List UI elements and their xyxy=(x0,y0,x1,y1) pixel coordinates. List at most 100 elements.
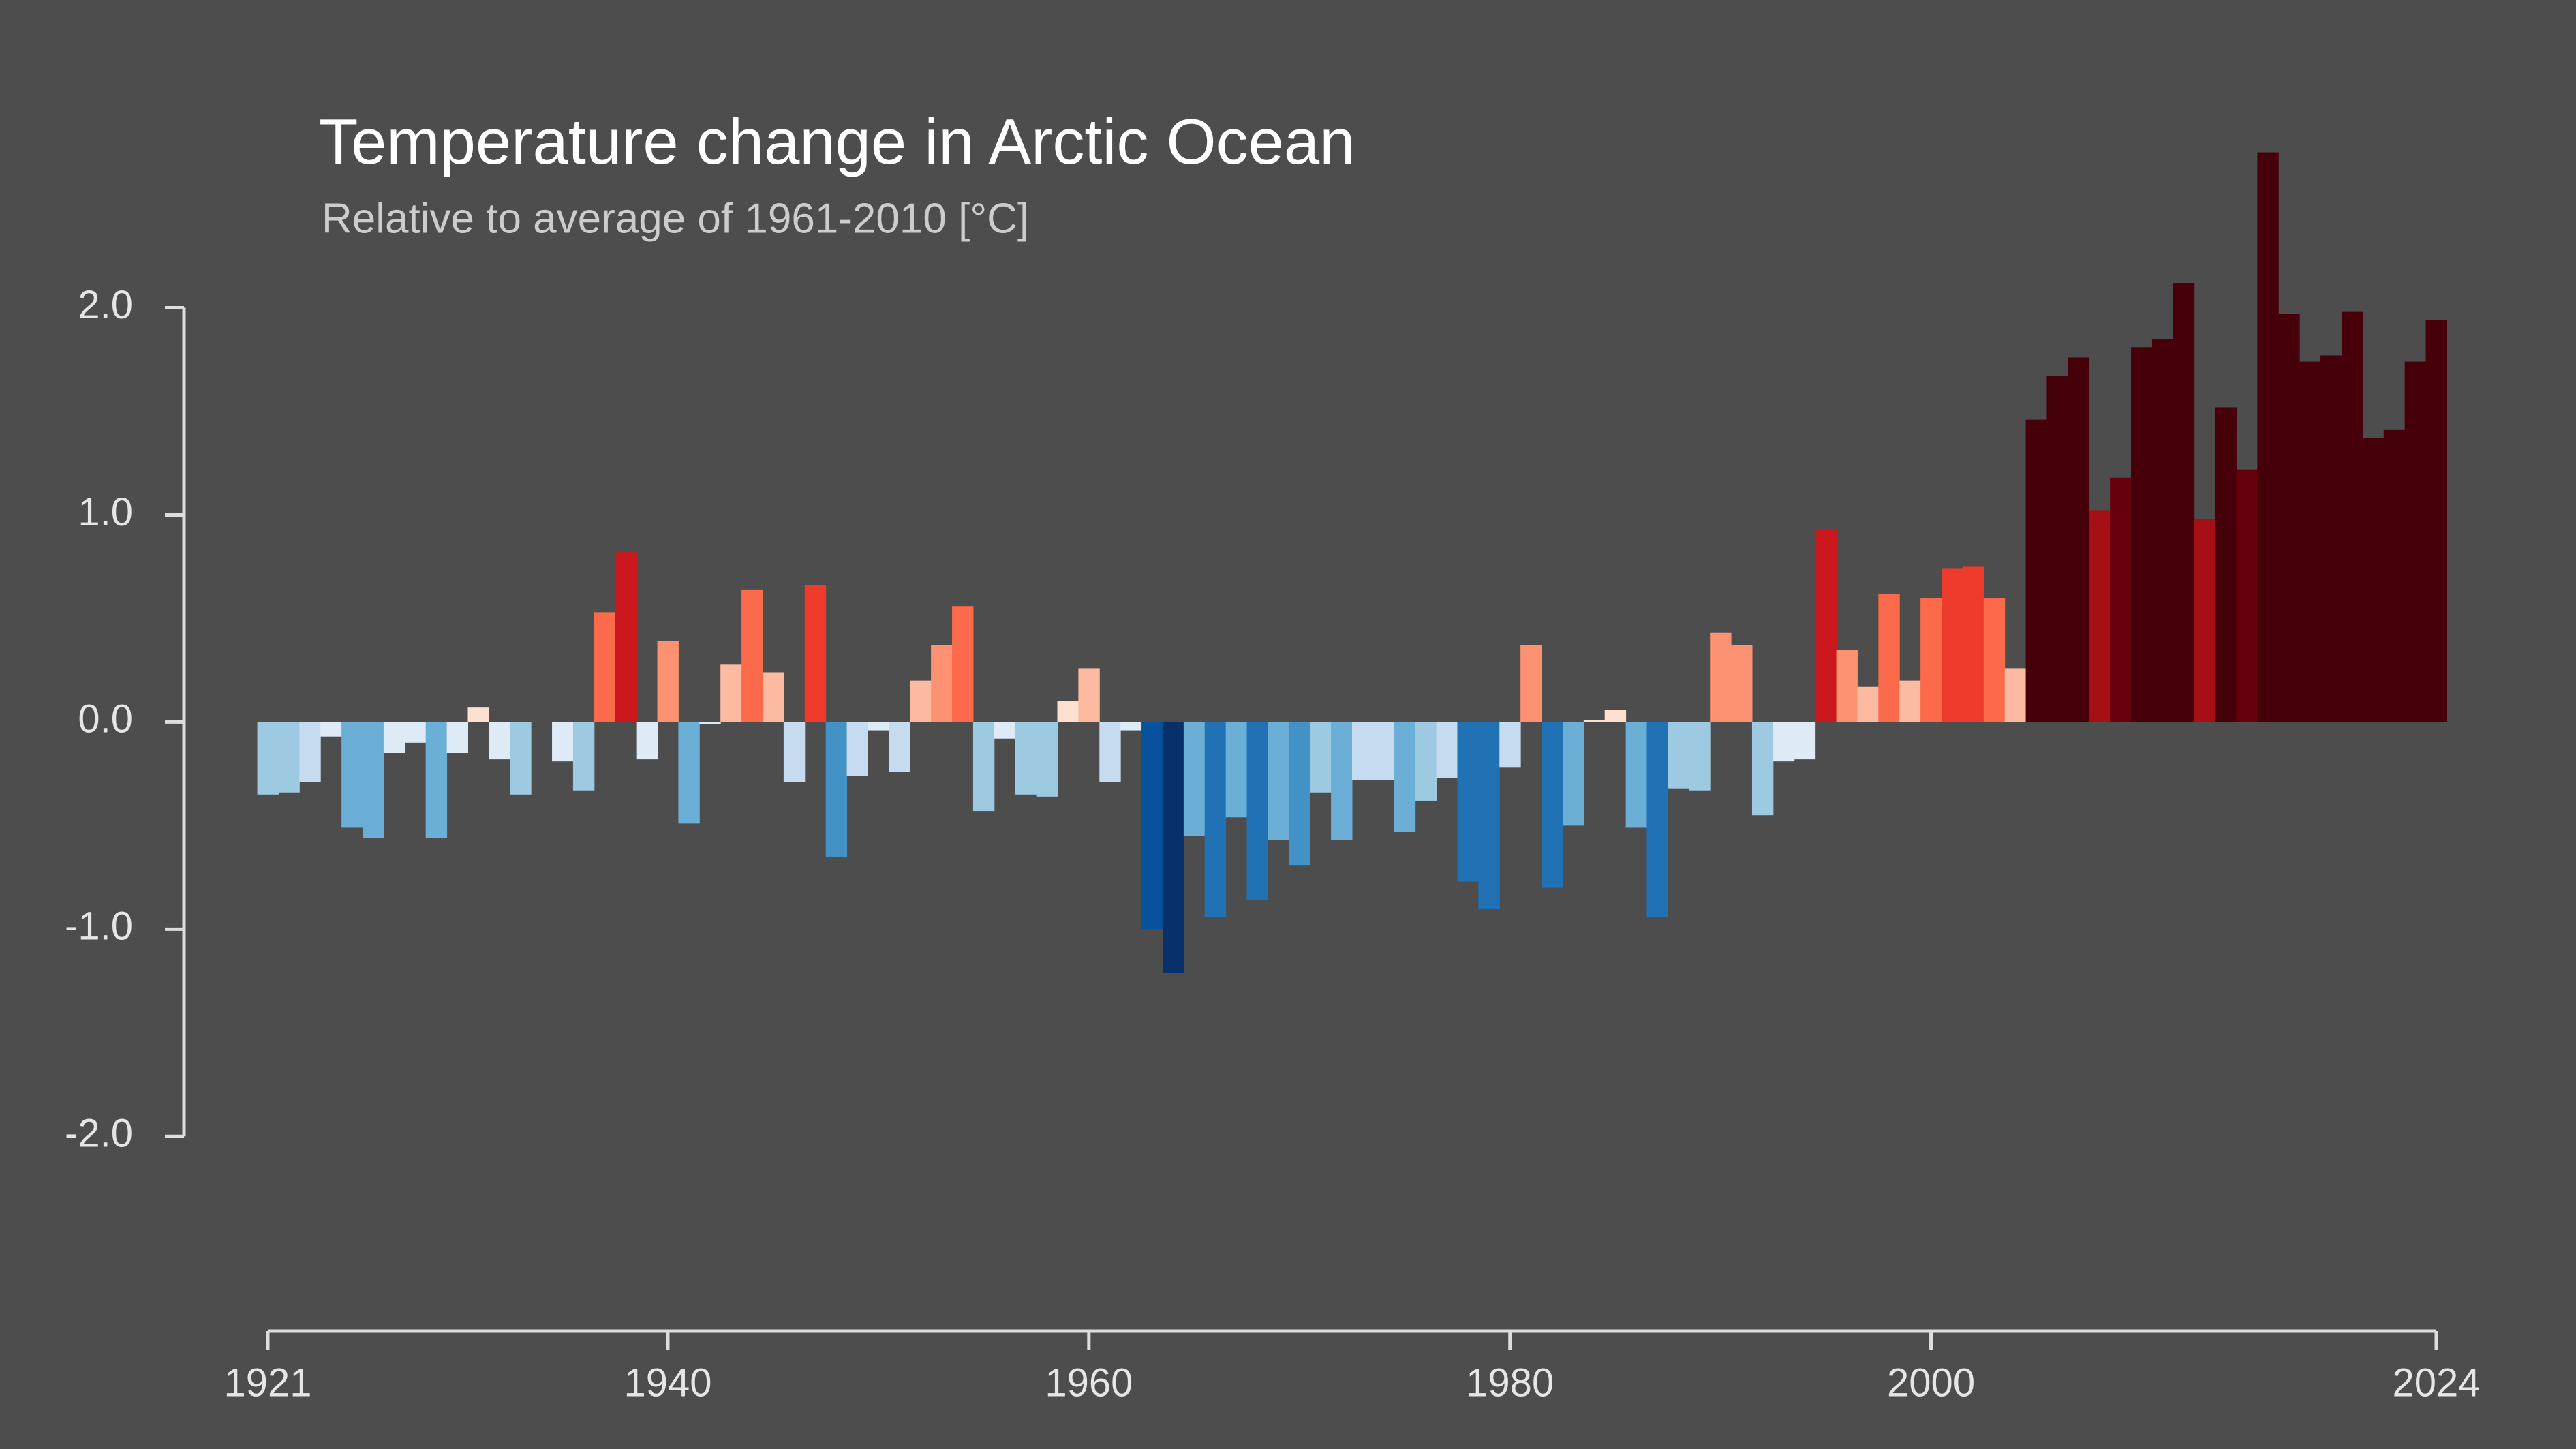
bar xyxy=(1183,722,1206,836)
bar xyxy=(257,722,279,795)
bar xyxy=(1583,720,1606,722)
y-tick-label: -1.0 xyxy=(65,904,133,949)
bar xyxy=(1394,722,1416,832)
bar xyxy=(699,722,721,724)
bar xyxy=(2194,519,2216,722)
bar xyxy=(783,722,806,782)
bar xyxy=(1668,722,1689,789)
bar xyxy=(2362,438,2385,722)
bar xyxy=(910,680,932,722)
bar xyxy=(972,722,995,812)
bar xyxy=(2025,419,2047,722)
bar xyxy=(1204,722,1227,917)
bar xyxy=(1246,722,1268,900)
bar xyxy=(2404,361,2427,722)
bar xyxy=(931,645,953,722)
bar xyxy=(1794,722,1816,760)
bar xyxy=(1078,668,1100,722)
bar xyxy=(636,722,658,760)
y-tick-label: -2.0 xyxy=(65,1112,133,1156)
bar xyxy=(2278,314,2300,722)
bar xyxy=(868,722,889,731)
bar xyxy=(341,722,363,828)
bar xyxy=(467,707,489,722)
bar xyxy=(1436,722,1458,778)
y-tick-label: 2.0 xyxy=(78,283,133,327)
bar xyxy=(1899,680,1921,722)
bar xyxy=(2089,510,2111,722)
bar xyxy=(1942,568,1963,722)
bar xyxy=(1268,722,1289,840)
bar xyxy=(762,672,784,722)
bar xyxy=(572,722,595,791)
bar xyxy=(363,722,384,838)
bar xyxy=(1289,722,1310,866)
bar xyxy=(1015,722,1037,795)
bar xyxy=(1773,722,1795,762)
bar xyxy=(1099,722,1121,782)
bar xyxy=(425,722,448,838)
bar xyxy=(2257,152,2279,722)
bar xyxy=(1689,722,1711,791)
bar xyxy=(889,722,910,772)
x-tick-label: 2024 xyxy=(2392,1360,2480,1405)
bar xyxy=(1478,722,1500,909)
bar xyxy=(552,722,574,762)
bar xyxy=(1815,529,1837,722)
bar xyxy=(1225,722,1248,818)
bar xyxy=(1983,598,2006,722)
bar xyxy=(825,722,848,857)
bar xyxy=(1731,645,1753,722)
bar xyxy=(510,722,532,795)
bar xyxy=(489,722,510,760)
chart-subtitle: Relative to average of 1961-2010 [°C] xyxy=(322,195,1029,242)
bar xyxy=(1646,722,1668,917)
bar xyxy=(1036,722,1058,797)
bar xyxy=(1751,722,1774,816)
bar xyxy=(404,722,427,743)
chart-title: Temperature change in Arctic Ocean xyxy=(319,106,1355,177)
bar xyxy=(657,641,679,722)
bar xyxy=(1352,722,1374,780)
bar xyxy=(1162,722,1184,973)
bar xyxy=(1562,722,1584,826)
bar xyxy=(1604,710,1627,722)
bar xyxy=(320,722,342,737)
x-tick-label: 1980 xyxy=(1466,1360,1554,1405)
bar xyxy=(1836,650,1858,722)
bar xyxy=(804,585,827,722)
x-tick-label: 1960 xyxy=(1045,1360,1133,1405)
bar xyxy=(952,606,974,722)
bar xyxy=(1499,722,1521,768)
bar xyxy=(1415,722,1437,801)
bar xyxy=(2383,429,2406,722)
bar xyxy=(2110,477,2132,722)
bar xyxy=(2215,407,2237,722)
y-tick-label: 1.0 xyxy=(78,490,133,534)
x-tick-label: 1921 xyxy=(224,1360,311,1405)
bar xyxy=(2236,469,2258,722)
bar xyxy=(678,722,700,824)
bar xyxy=(1920,598,1942,722)
bar xyxy=(2320,355,2342,722)
bar xyxy=(1710,632,1732,722)
bar xyxy=(720,664,742,722)
bar xyxy=(299,722,321,782)
bar xyxy=(1057,701,1079,722)
bar xyxy=(2004,668,2027,722)
bar xyxy=(2425,320,2447,722)
bar xyxy=(1120,722,1142,731)
bar xyxy=(1520,645,1542,722)
bar xyxy=(1542,722,1563,888)
bar xyxy=(1625,722,1648,828)
bar xyxy=(1141,722,1163,930)
x-tick-label: 1940 xyxy=(624,1360,711,1405)
bar xyxy=(1857,686,1879,722)
bar xyxy=(2131,347,2153,722)
bar xyxy=(1457,722,1479,882)
bar xyxy=(2046,376,2068,722)
bar xyxy=(1331,722,1353,840)
bar xyxy=(446,722,468,754)
bar xyxy=(1962,566,1984,722)
